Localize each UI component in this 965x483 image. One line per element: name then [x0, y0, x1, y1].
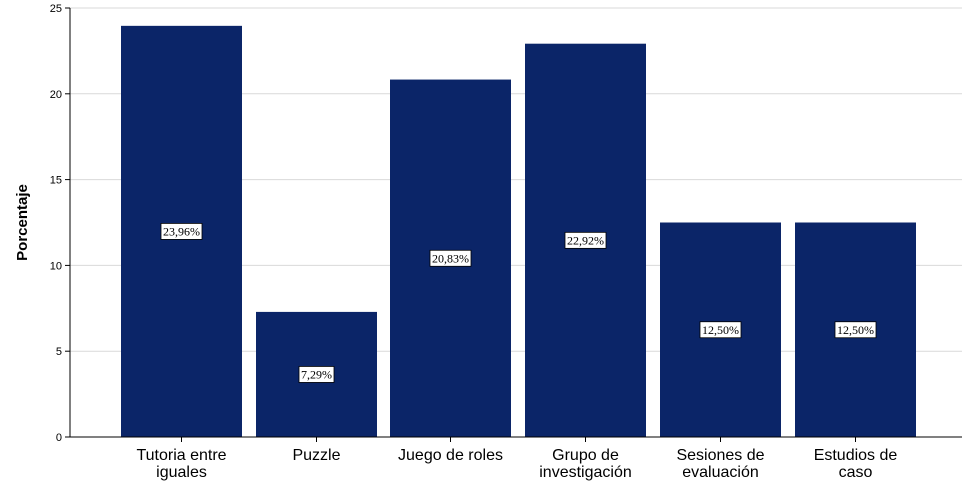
- y-tick-label: 10: [50, 260, 62, 272]
- axes: [65, 7, 962, 442]
- x-tick-label: Grupo de investigación: [539, 447, 632, 481]
- x-tick-label: Estudios de caso: [814, 447, 898, 481]
- y-tick-labels: 0 5 10 15 20 25: [50, 3, 62, 444]
- data-label: 7,29%: [298, 366, 335, 383]
- data-label-box: [429, 249, 472, 267]
- data-label-text: 12,50%: [837, 323, 874, 337]
- x-tick-label: Puzzle: [292, 447, 340, 464]
- y-tick-label: 15: [50, 175, 62, 187]
- data-label: 20,83%: [429, 249, 472, 267]
- data-label-text: 22,92%: [567, 233, 604, 247]
- x-tick-label: Juego de roles: [398, 447, 503, 464]
- y-tick-label: 0: [56, 432, 62, 444]
- data-label: 23,96%: [160, 223, 203, 240]
- y-tick-label: 25: [50, 3, 62, 15]
- data-label: 12,50%: [699, 321, 742, 339]
- data-label-box: [298, 366, 335, 383]
- x-tick-labels: Tutoria entre iguales Puzzle Juego de roles…: [136, 447, 897, 481]
- data-label-text: 20,83%: [432, 251, 469, 265]
- data-label-box: [699, 321, 742, 339]
- y-tick-label: 5: [56, 346, 62, 358]
- data-labels: 23,96% 7,29% 20,83% 22,92% 12,50% 12,50%: [160, 223, 877, 383]
- data-label: 12,50%: [834, 321, 877, 339]
- data-label-text: 12,50%: [702, 323, 739, 337]
- data-label-box: [160, 223, 203, 240]
- x-tick-label: Tutoria entre iguales: [136, 447, 226, 481]
- x-tick-label: Sesiones de evaluación: [676, 447, 764, 481]
- y-axis-title: Porcentaje: [14, 184, 31, 261]
- data-label-text: 23,96%: [163, 224, 200, 238]
- data-label-box: [834, 321, 877, 339]
- data-label-text: 7,29%: [301, 367, 332, 381]
- data-label: 22,92%: [564, 231, 607, 249]
- y-tick-label: 20: [50, 89, 62, 101]
- bars: [121, 25, 916, 438]
- data-label-box: [564, 231, 607, 249]
